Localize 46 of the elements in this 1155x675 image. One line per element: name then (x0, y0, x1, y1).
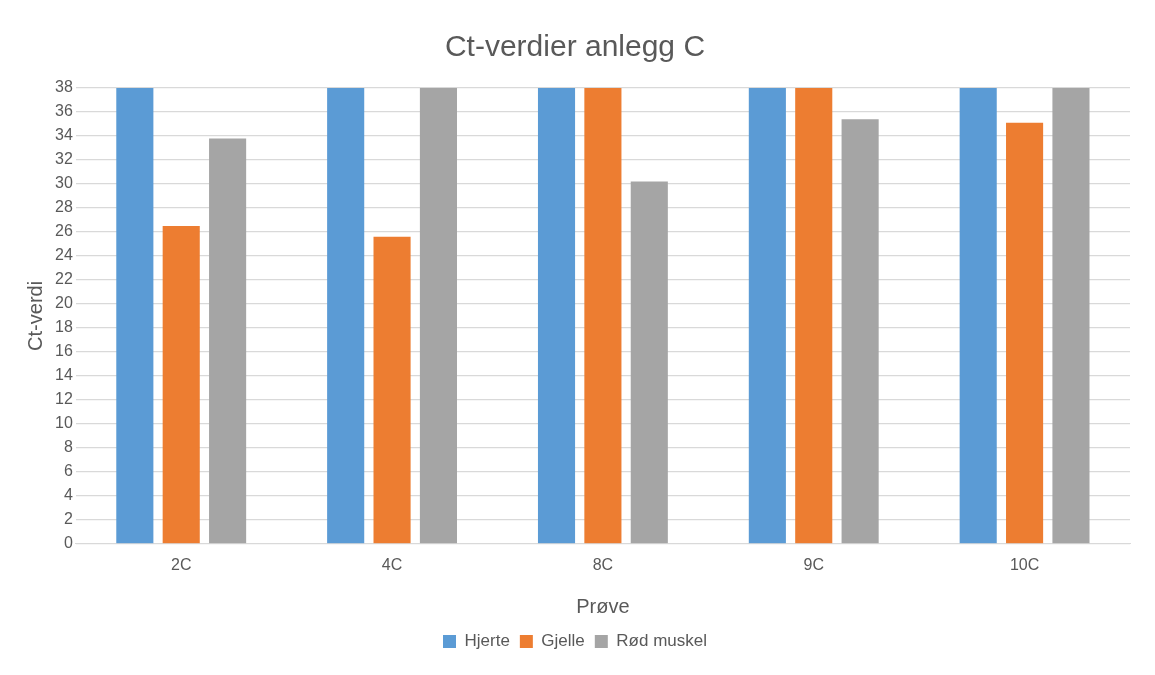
y-axis-title: Ct-verdi (23, 280, 46, 351)
y-tick-label: 36 (55, 102, 73, 120)
legend-label: Rød muskel (616, 631, 707, 651)
x-tick-label: 2C (170, 555, 192, 573)
bar (209, 138, 247, 544)
bar (584, 88, 622, 544)
x-tick-label: 9C (803, 555, 824, 573)
bar (748, 88, 786, 544)
y-tick-label: 28 (55, 198, 73, 216)
y-tick-label: 16 (55, 342, 73, 360)
x-tick-label: 10C (1009, 555, 1040, 573)
bar (841, 119, 879, 544)
y-tick-label: 38 (55, 78, 73, 96)
y-tick-label: 30 (55, 174, 73, 192)
bar (630, 181, 668, 544)
y-tick-label: 8 (63, 438, 73, 456)
bar (327, 88, 365, 544)
y-tick-label: 26 (55, 222, 73, 240)
y-tick-label: 12 (55, 390, 73, 408)
x-axis-title: Prøve (576, 594, 630, 617)
y-tick-label: 20 (55, 294, 73, 312)
y-tick-label: 2 (63, 510, 73, 528)
bar (959, 88, 997, 544)
x-tick-label: 4C (381, 555, 403, 573)
legend-label: Gjelle (541, 631, 585, 651)
bar (795, 88, 833, 544)
y-tick-label: 6 (63, 462, 73, 480)
bar (116, 88, 154, 544)
bar (1052, 88, 1090, 544)
y-tick-label: 22 (55, 270, 73, 288)
chart-title: Ct-verdier anlegg C (444, 29, 706, 63)
legend-label: Hjerte (464, 631, 510, 651)
y-tick-label: 32 (55, 150, 73, 168)
bar (162, 225, 200, 544)
bar (537, 88, 576, 544)
y-tick-label: 34 (55, 126, 73, 144)
y-tick-label: 18 (55, 318, 73, 336)
y-tick-label: 14 (55, 366, 73, 384)
y-tick-label: 24 (55, 246, 73, 264)
y-tick-label: 4 (63, 486, 73, 504)
y-tick-label: 0 (63, 534, 73, 552)
x-tick-label: 8C (592, 555, 614, 573)
y-tick-label: 10 (55, 414, 73, 432)
bar (1006, 122, 1044, 544)
bar (373, 236, 411, 544)
bar (419, 88, 457, 544)
